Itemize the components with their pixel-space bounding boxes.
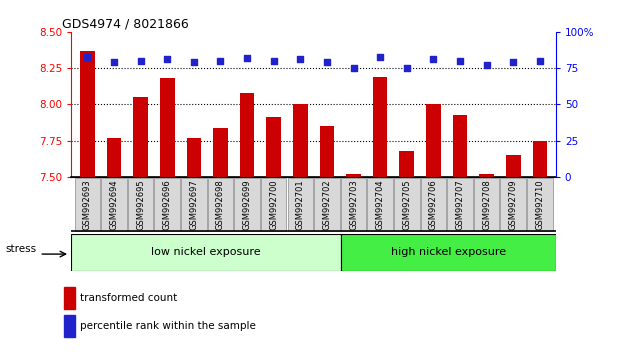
- FancyBboxPatch shape: [71, 234, 340, 271]
- Bar: [107, 138, 121, 177]
- Text: high nickel exposure: high nickel exposure: [391, 247, 505, 257]
- Text: GSM992695: GSM992695: [136, 180, 145, 230]
- FancyBboxPatch shape: [501, 178, 526, 231]
- Bar: [293, 104, 307, 177]
- Text: GSM992707: GSM992707: [455, 180, 465, 230]
- Bar: [426, 104, 441, 177]
- FancyBboxPatch shape: [527, 178, 553, 231]
- Text: GSM992694: GSM992694: [109, 180, 119, 230]
- Bar: [373, 77, 388, 177]
- Bar: [213, 128, 228, 177]
- Point: [162, 57, 172, 62]
- Point: [296, 57, 306, 62]
- Point: [322, 59, 332, 65]
- FancyBboxPatch shape: [288, 178, 313, 231]
- Text: GSM992701: GSM992701: [296, 180, 305, 230]
- Text: GSM992706: GSM992706: [429, 180, 438, 230]
- Point: [242, 55, 252, 61]
- FancyBboxPatch shape: [155, 178, 180, 231]
- Bar: [453, 115, 467, 177]
- Text: transformed count: transformed count: [80, 293, 178, 303]
- Point: [455, 58, 465, 64]
- Point: [375, 54, 385, 59]
- Text: GSM992699: GSM992699: [243, 180, 252, 230]
- Text: GSM992710: GSM992710: [535, 180, 545, 230]
- Bar: [134, 97, 148, 177]
- Bar: [320, 126, 334, 177]
- Point: [348, 65, 358, 71]
- Bar: [240, 93, 255, 177]
- Bar: [506, 155, 520, 177]
- Text: GSM992708: GSM992708: [482, 180, 491, 230]
- FancyBboxPatch shape: [447, 178, 473, 231]
- Text: GDS4974 / 8021866: GDS4974 / 8021866: [61, 18, 189, 31]
- Point: [402, 65, 412, 71]
- FancyBboxPatch shape: [181, 178, 207, 231]
- Text: stress: stress: [6, 244, 37, 253]
- Point: [109, 59, 119, 65]
- Text: GSM992693: GSM992693: [83, 180, 92, 230]
- Bar: [80, 51, 94, 177]
- FancyBboxPatch shape: [75, 178, 100, 231]
- FancyBboxPatch shape: [128, 178, 153, 231]
- Text: GSM992703: GSM992703: [349, 180, 358, 230]
- Text: GSM992705: GSM992705: [402, 180, 411, 230]
- Point: [83, 54, 93, 59]
- FancyBboxPatch shape: [234, 178, 260, 231]
- FancyBboxPatch shape: [341, 178, 366, 231]
- FancyBboxPatch shape: [101, 178, 127, 231]
- FancyBboxPatch shape: [420, 178, 446, 231]
- Bar: [266, 118, 281, 177]
- Point: [135, 58, 145, 64]
- Bar: [346, 174, 361, 177]
- FancyBboxPatch shape: [474, 178, 499, 231]
- Point: [482, 62, 492, 68]
- Point: [428, 57, 438, 62]
- Text: GSM992700: GSM992700: [269, 180, 278, 230]
- Bar: [532, 141, 547, 177]
- FancyBboxPatch shape: [261, 178, 286, 231]
- FancyBboxPatch shape: [314, 178, 340, 231]
- Point: [215, 58, 225, 64]
- FancyBboxPatch shape: [207, 178, 233, 231]
- Point: [535, 58, 545, 64]
- Point: [269, 58, 279, 64]
- Bar: [399, 151, 414, 177]
- FancyBboxPatch shape: [340, 234, 556, 271]
- Text: GSM992696: GSM992696: [163, 180, 172, 230]
- Text: percentile rank within the sample: percentile rank within the sample: [80, 321, 256, 331]
- Text: GSM992697: GSM992697: [189, 180, 198, 230]
- Point: [189, 59, 199, 65]
- Bar: [479, 174, 494, 177]
- Bar: [64, 315, 75, 337]
- Bar: [186, 138, 201, 177]
- Text: GSM992709: GSM992709: [509, 180, 518, 230]
- Bar: [64, 287, 75, 309]
- Text: low nickel exposure: low nickel exposure: [151, 247, 261, 257]
- Text: GSM992698: GSM992698: [216, 180, 225, 230]
- Point: [508, 59, 518, 65]
- FancyBboxPatch shape: [394, 178, 420, 231]
- Bar: [160, 78, 175, 177]
- FancyBboxPatch shape: [368, 178, 393, 231]
- Text: GSM992704: GSM992704: [376, 180, 384, 230]
- Text: GSM992702: GSM992702: [322, 180, 332, 230]
